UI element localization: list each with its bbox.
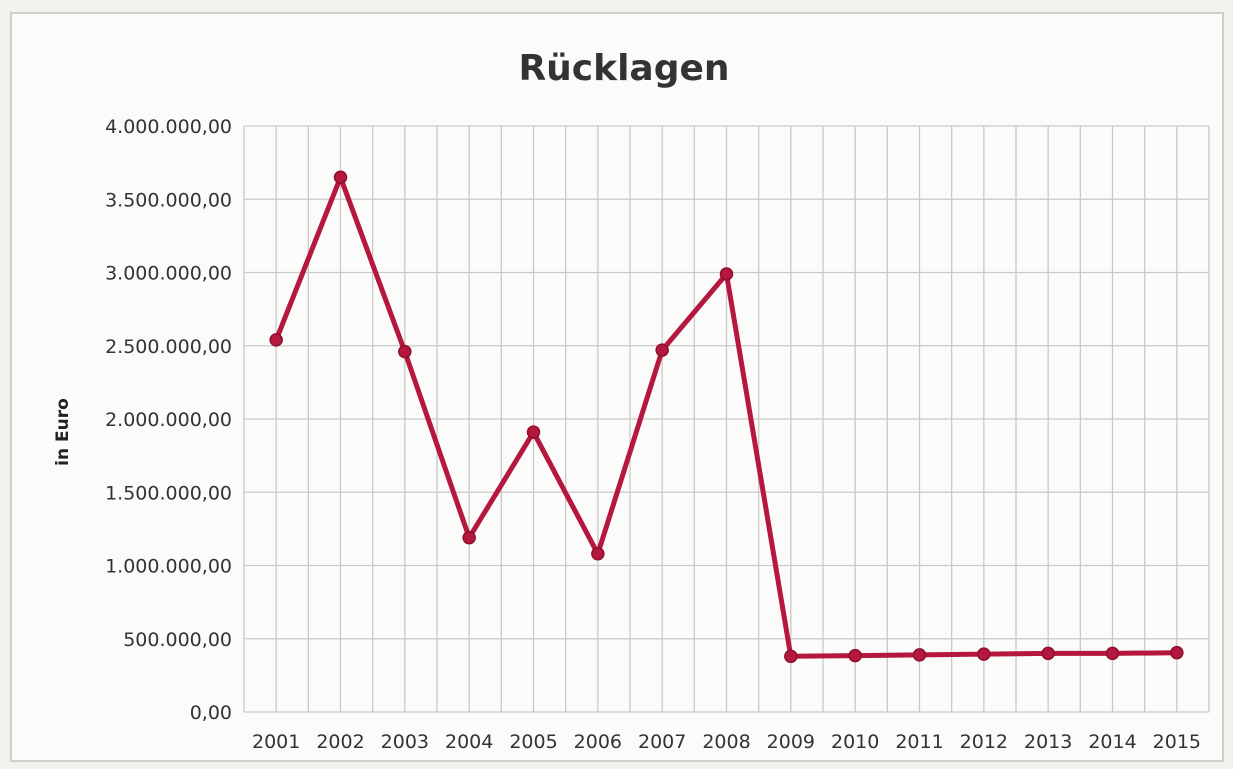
line-chart: Rücklagen in Euro 0,00 500.000,00 1.000.00… bbox=[53, 48, 1210, 753]
y-tick-label: 2.000.000,00 bbox=[105, 409, 232, 431]
data-point bbox=[269, 333, 283, 347]
chart-frame: Rücklagen in Euro 0,00 500.000,00 1.000.00… bbox=[10, 12, 1224, 762]
data-point bbox=[1041, 646, 1055, 661]
x-tick-label: 2011 bbox=[895, 731, 943, 753]
data-point bbox=[655, 343, 669, 357]
x-tick-label: 2012 bbox=[960, 731, 1008, 753]
x-tick-label: 2001 bbox=[252, 731, 300, 753]
data-point bbox=[719, 267, 734, 281]
data-point bbox=[1170, 645, 1184, 660]
x-tick-label: 2006 bbox=[574, 731, 622, 753]
x-tick-label: 2005 bbox=[509, 731, 557, 753]
y-tick-label: 3.000.000,00 bbox=[105, 263, 232, 285]
y-tick-label: 1.000.000,00 bbox=[105, 556, 232, 578]
x-tick-label: 2014 bbox=[1088, 731, 1136, 753]
data-point bbox=[784, 649, 798, 664]
x-tick-label: 2015 bbox=[1153, 731, 1201, 753]
x-tick-label: 2007 bbox=[638, 731, 686, 753]
data-point bbox=[398, 344, 412, 359]
data-point bbox=[526, 425, 541, 439]
y-tick-label: 500.000,00 bbox=[123, 629, 232, 651]
data-point bbox=[591, 547, 605, 561]
chart-title: Rücklagen bbox=[518, 48, 729, 89]
y-tick-label: 2.500.000,00 bbox=[105, 336, 232, 358]
x-tick-label: 2002 bbox=[316, 731, 364, 753]
x-tick-label: 2004 bbox=[445, 731, 493, 753]
data-point bbox=[462, 530, 476, 545]
y-tick-label: 3.500.000,00 bbox=[105, 189, 232, 211]
data-point bbox=[333, 170, 348, 185]
y-axis-ticks: 0,00 500.000,00 1.000.000,00 1.500.000,00 2.… bbox=[105, 116, 232, 724]
grid bbox=[243, 125, 1210, 713]
x-tick-label: 2009 bbox=[767, 731, 815, 753]
data-point bbox=[977, 647, 991, 661]
y-tick-label: 1.500.000,00 bbox=[105, 482, 232, 504]
series-rucklagen bbox=[269, 170, 1184, 664]
x-axis-ticks: 2001 2002 2003 2004 2005 2006 2007 2008 2009 2010… bbox=[252, 731, 1201, 753]
data-point bbox=[848, 648, 862, 663]
x-tick-label: 2003 bbox=[381, 731, 429, 753]
data-point bbox=[912, 648, 927, 662]
y-tick-label: 4.000.000,00 bbox=[105, 116, 232, 138]
y-axis-label: in Euro bbox=[53, 398, 73, 466]
x-tick-label: 2008 bbox=[702, 731, 750, 753]
data-point bbox=[1105, 646, 1120, 661]
x-tick-label: 2010 bbox=[831, 731, 879, 753]
x-tick-label: 2013 bbox=[1024, 731, 1072, 753]
y-tick-label: 0,00 bbox=[190, 702, 232, 724]
